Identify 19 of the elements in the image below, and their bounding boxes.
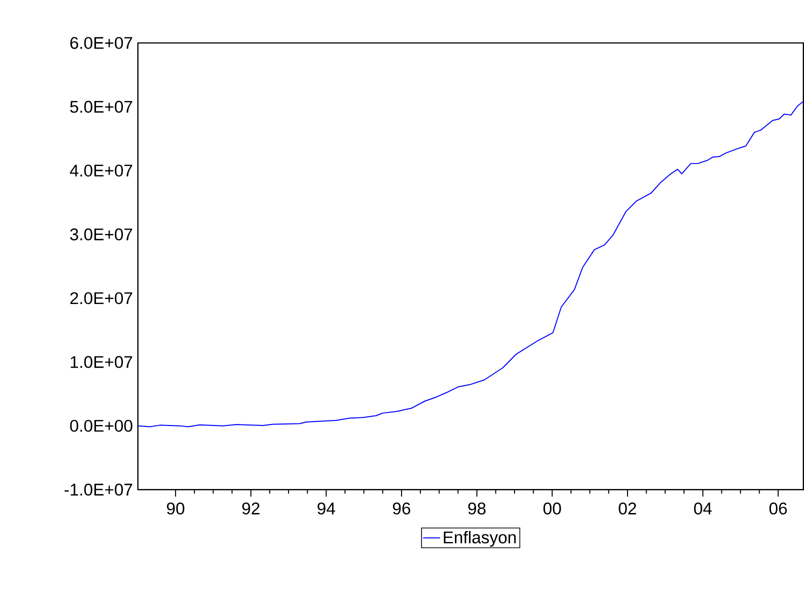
x-tick-label: 92	[242, 502, 260, 515]
y-tick-label: 5.0E+07	[70, 101, 132, 113]
legend-label: Enflasyon	[444, 531, 516, 547]
y-tick-label: 6.0E+07	[70, 37, 132, 50]
y-tick-label: 3.0E+07	[70, 228, 132, 241]
x-tick-label: 90	[166, 502, 184, 515]
y-tick-label: -1.0E+07	[64, 484, 132, 496]
x-tick-label: 00	[543, 502, 561, 515]
y-tick-label: 0.0E+00	[70, 420, 132, 432]
y-tick-label: 4.0E+07	[70, 164, 132, 177]
x-tick-label: 06	[769, 502, 787, 515]
y-tick-label: 1.0E+07	[70, 356, 132, 368]
x-tick-label: 94	[318, 502, 336, 515]
y-tick-label: 2.0E+07	[70, 292, 132, 304]
x-tick-label: 04	[694, 502, 712, 515]
x-tick-label: 98	[468, 502, 486, 515]
line-series	[138, 101, 804, 428]
x-tick-label: 02	[618, 502, 636, 515]
x-tick-label: 96	[392, 502, 410, 515]
